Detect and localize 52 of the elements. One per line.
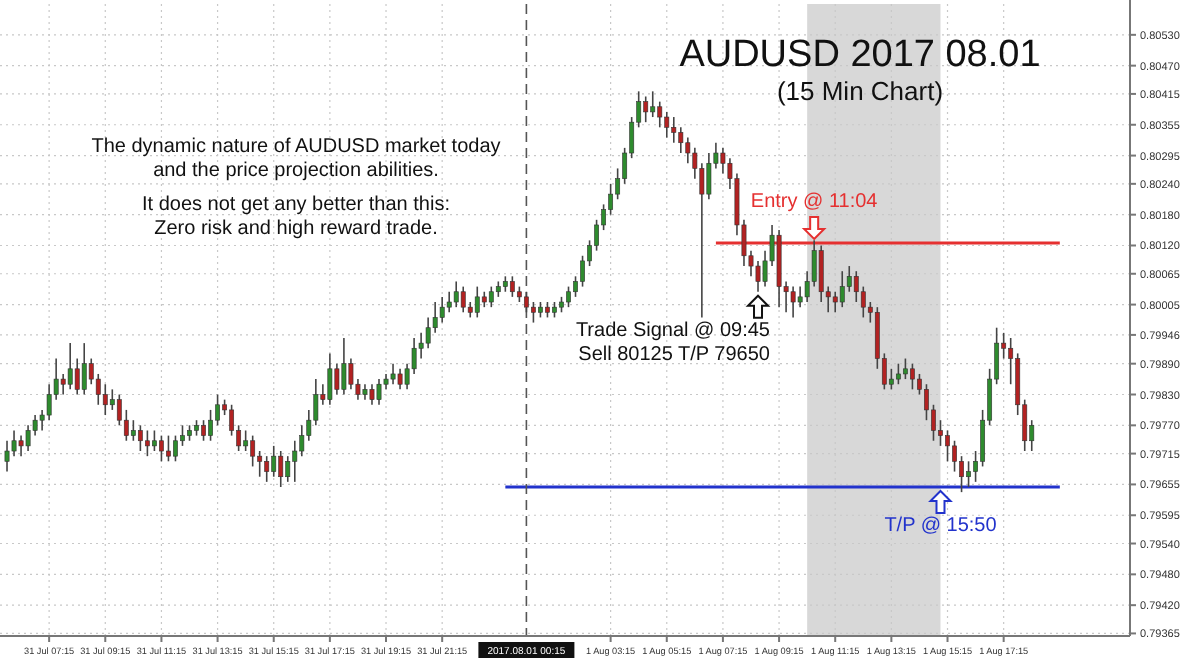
candlestick bbox=[18, 434, 24, 457]
candlestick bbox=[60, 373, 66, 396]
candlestick bbox=[390, 362, 396, 386]
candlestick bbox=[137, 424, 143, 452]
candlestick bbox=[201, 419, 206, 442]
candlestick bbox=[966, 460, 971, 488]
candlestick bbox=[650, 90, 656, 118]
candlestick bbox=[81, 342, 87, 396]
candlestick bbox=[509, 275, 515, 298]
candlestick bbox=[839, 270, 845, 308]
candlestick bbox=[173, 434, 178, 463]
text: AUDUSD 2017 08.01 bbox=[679, 34, 1041, 76]
candlestick bbox=[271, 445, 277, 478]
candlestick bbox=[903, 357, 908, 380]
candlestick bbox=[910, 362, 915, 391]
candlestick bbox=[952, 439, 957, 473]
candlestick bbox=[341, 337, 347, 396]
candlestick bbox=[376, 378, 382, 406]
candlestick bbox=[397, 368, 403, 391]
candlestick bbox=[488, 285, 494, 308]
candlestick bbox=[264, 455, 270, 483]
candlestick bbox=[278, 450, 284, 488]
candlestick bbox=[334, 362, 340, 396]
candlestick bbox=[643, 95, 649, 123]
candlestick bbox=[453, 280, 459, 308]
annotation: T/P @ 15:50 bbox=[884, 514, 998, 537]
candlestick bbox=[832, 290, 838, 314]
annotation: Trade Signal @ 09:45 Sell 80125 T/P 79650 bbox=[575, 319, 771, 366]
candlestick bbox=[102, 383, 108, 416]
candlestick bbox=[566, 285, 571, 308]
candlestick bbox=[208, 409, 213, 442]
candlestick bbox=[152, 429, 157, 452]
candlestick bbox=[531, 301, 536, 324]
candlestick bbox=[159, 434, 164, 463]
annotation: It does not get any better than this: Zero risk and high reward trade. bbox=[142, 194, 450, 240]
candlestick bbox=[474, 285, 480, 319]
candlestick bbox=[369, 383, 375, 406]
candlestick bbox=[945, 429, 950, 463]
annotation: Entry @ 11:04 bbox=[750, 190, 879, 213]
candlestick bbox=[460, 285, 466, 314]
candlestick bbox=[67, 342, 73, 391]
candlestick bbox=[790, 285, 796, 319]
candlestick bbox=[130, 419, 136, 442]
candlestick bbox=[250, 434, 256, 468]
candlestick bbox=[144, 429, 150, 457]
candlestick bbox=[166, 434, 171, 463]
candlestick bbox=[895, 362, 901, 386]
candlestick bbox=[243, 429, 249, 452]
candlestick bbox=[523, 290, 529, 314]
text: (15 Min Chart) bbox=[776, 76, 944, 106]
candlestick bbox=[327, 352, 333, 406]
annotation: The dynamic nature of AUDUSD market today and the price projection abilities. bbox=[91, 136, 501, 182]
